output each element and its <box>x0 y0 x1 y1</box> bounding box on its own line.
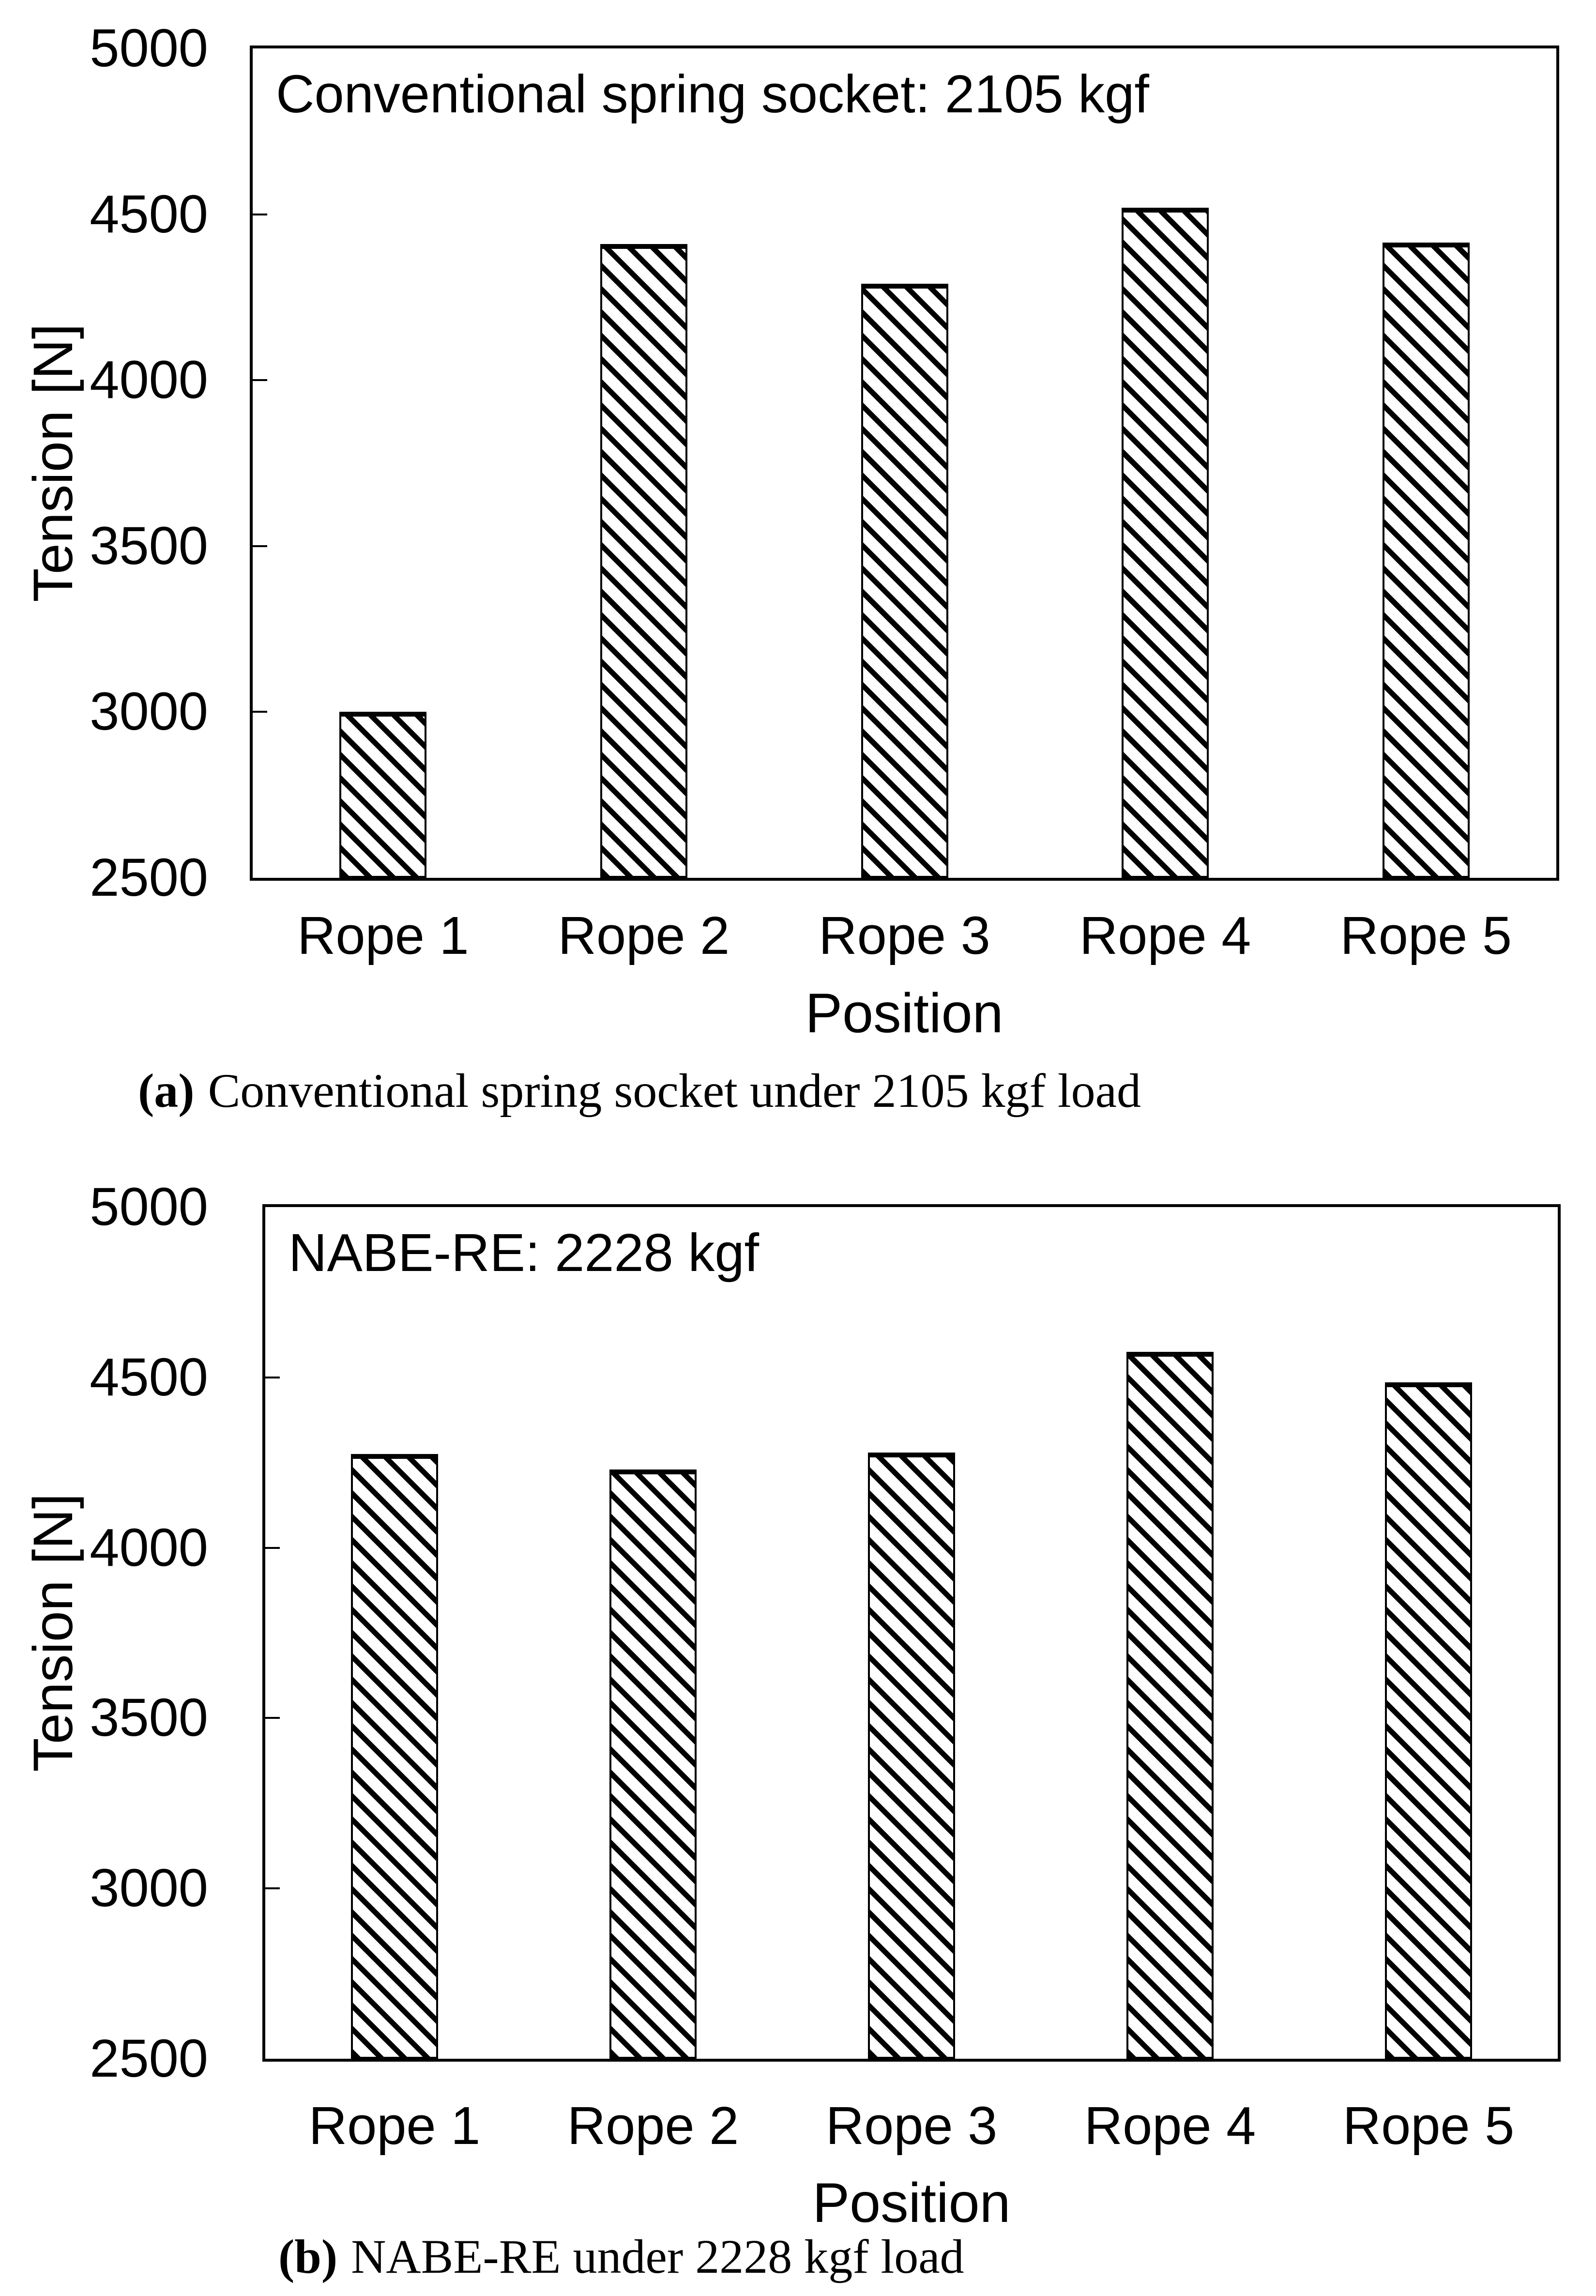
y-tick-label-3000: 3000 <box>90 682 208 742</box>
y-tick-label-3000: 3000 <box>90 1858 208 1918</box>
x-category-label-rope-2: Rope 2 <box>558 906 730 965</box>
x-axis-title-chart-a: Position <box>805 982 1003 1044</box>
bar-rope-4 <box>1126 1352 1214 2059</box>
y-tick-mark-4000 <box>253 379 267 382</box>
caption-text-a: Conventional spring socket under 2105 kg… <box>208 1064 1141 1117</box>
bar-rope-5 <box>1382 243 1470 878</box>
bar-rope-5 <box>1385 1382 1472 2059</box>
caption-label-a: (a) <box>138 1064 195 1117</box>
y-tick-mark-4000 <box>265 1546 280 1549</box>
bar-rope-4 <box>1122 208 1209 878</box>
y-tick-label-2500: 2500 <box>90 848 208 907</box>
y-tick-mark-4500 <box>265 1376 280 1378</box>
y-tick-label-3500: 3500 <box>90 516 208 576</box>
y-tick-label-5000: 5000 <box>90 1177 208 1237</box>
y-tick-mark-3500 <box>253 545 267 547</box>
caption-chart-a: (a) Conventional spring socket under 2105… <box>138 1060 1141 1121</box>
y-tick-label-2500: 2500 <box>90 2029 208 2088</box>
y-tick-label-4000: 4000 <box>90 350 208 410</box>
caption-text-b: NABE-RE under 2228 kgf load <box>351 2230 964 2283</box>
y-tick-label-3500: 3500 <box>90 1688 208 1748</box>
y-tick-label-4500: 4500 <box>90 1347 208 1407</box>
x-axis-title-chart-b: Position <box>812 2172 1011 2234</box>
x-category-label-rope-3: Rope 3 <box>819 906 990 965</box>
y-tick-label-4500: 4500 <box>90 184 208 244</box>
plot-area-chart-b: NABE-RE: 2228 kgf <box>262 1204 1561 2062</box>
x-category-label-rope-5: Rope 5 <box>1340 906 1512 965</box>
bar-rope-1 <box>351 1454 438 2059</box>
x-category-label-rope-4: Rope 4 <box>1084 2096 1256 2156</box>
bar-rope-3 <box>868 1453 955 2059</box>
bar-rope-2 <box>600 244 687 878</box>
caption-label-b: (b) <box>278 2230 338 2283</box>
y-tick-label-4000: 4000 <box>90 1517 208 1577</box>
x-category-label-rope-2: Rope 2 <box>567 2096 739 2156</box>
x-category-label-rope-3: Rope 3 <box>825 2096 998 2156</box>
plot-area-chart-a: Conventional spring socket: 2105 kgf <box>250 46 1559 881</box>
plot-title-chart-b: NABE-RE: 2228 kgf <box>289 1223 760 1283</box>
x-category-label-rope-1: Rope 1 <box>297 906 469 965</box>
bar-rope-1 <box>339 712 427 878</box>
x-category-label-rope-1: Rope 1 <box>308 2096 481 2156</box>
y-tick-label-5000: 5000 <box>90 18 208 78</box>
bar-rope-2 <box>609 1469 697 2059</box>
plot-title-chart-a: Conventional spring socket: 2105 kgf <box>276 64 1149 124</box>
x-category-label-rope-4: Rope 4 <box>1079 906 1251 965</box>
y-tick-mark-3000 <box>253 711 267 713</box>
x-category-label-rope-5: Rope 5 <box>1342 2096 1515 2156</box>
y-tick-mark-3000 <box>265 1887 280 1890</box>
y-tick-mark-4500 <box>253 213 267 215</box>
y-tick-mark-3500 <box>265 1717 280 1719</box>
bar-rope-3 <box>861 284 948 878</box>
caption-chart-b: (b) NABE-RE under 2228 kgf load <box>278 2226 964 2287</box>
